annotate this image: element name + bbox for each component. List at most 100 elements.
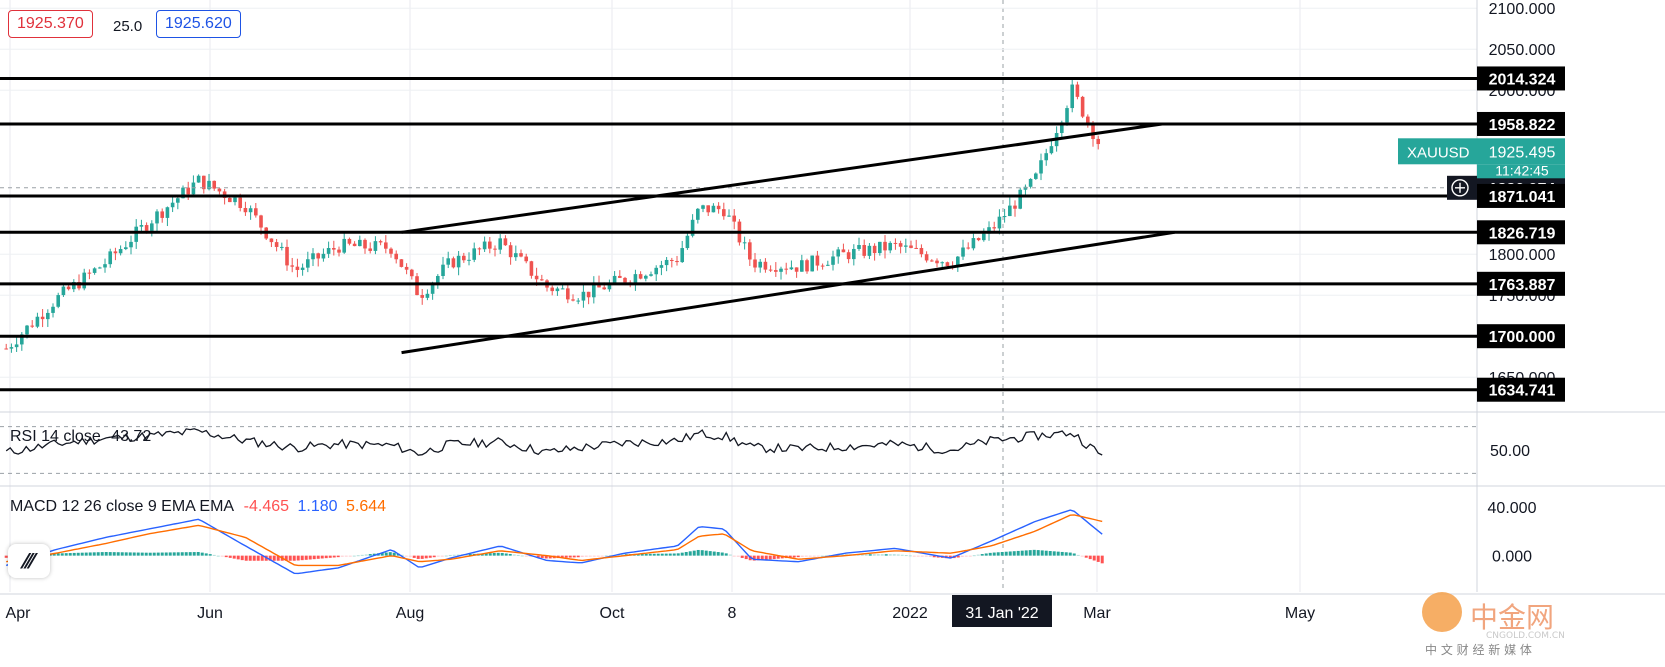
candle-body [680, 248, 685, 263]
macd-histogram-bar [652, 553, 656, 556]
candle-body [774, 270, 778, 272]
macd-histogram-bar [132, 552, 136, 556]
level-price-tag[interactable] [1477, 220, 1565, 245]
macd-histogram-bar [692, 550, 696, 556]
candle-body [430, 283, 435, 294]
bid-price: 1925.370 [17, 15, 84, 32]
channel-upper-line[interactable] [401, 122, 1163, 234]
rsi-scale-label: 50.00 [1490, 443, 1530, 460]
channel-lower-line[interactable] [401, 230, 1175, 355]
macd-histogram-bar [996, 552, 1000, 556]
macd-histogram-bar [328, 555, 332, 558]
macd-legend[interactable]: MACD 12 26 close 9 EMA EMA -4.465 1.180 … [10, 498, 386, 516]
candle-body [14, 344, 19, 348]
macd-histogram-bar [1080, 555, 1084, 557]
level-price-tag[interactable] [1477, 377, 1565, 402]
level-price-tag[interactable] [1477, 111, 1565, 136]
candle-body [638, 274, 643, 279]
macd-histogram-bar [812, 555, 816, 557]
candle-body [337, 249, 341, 253]
macd-histogram-bar [880, 554, 884, 556]
candle-body [269, 238, 274, 243]
macd-histogram-bar [380, 552, 384, 556]
candle-body [446, 258, 451, 265]
level-price-tag[interactable] [1477, 271, 1565, 296]
price-axis[interactable]: 1650.0001750.0001800.0002000.0002050.000… [1398, 1, 1565, 402]
candle-body [862, 245, 867, 256]
macd-histogram-bar [788, 555, 792, 558]
candle-body [254, 208, 258, 216]
macd-histogram-bar [816, 555, 820, 557]
macd-histogram-bar [884, 554, 888, 556]
candle-body [92, 268, 97, 273]
add-level-icon[interactable] [1451, 179, 1469, 197]
horizontal-levels[interactable] [0, 76, 1477, 392]
level-price-tag[interactable] [1477, 183, 1565, 208]
macd-histogram-bar [364, 554, 368, 556]
trend-channel[interactable] [401, 122, 1175, 355]
macd-histogram-bar [680, 552, 684, 556]
candle-body [789, 267, 794, 270]
macd-histogram-bar [356, 555, 360, 557]
candle-body [368, 248, 373, 251]
macd-histogram-bar [72, 552, 76, 556]
candle-body [540, 279, 544, 281]
candle-body [82, 272, 87, 289]
macd-signal-value: 5.644 [345, 498, 387, 515]
candle-body [571, 299, 575, 301]
macd-histogram-bar [484, 553, 488, 556]
time-crosshair-tag[interactable] [952, 595, 1052, 627]
macd-histogram-bar [452, 554, 456, 556]
ask-price-box[interactable]: 1925.620 [156, 10, 241, 38]
candle-body [592, 283, 596, 298]
macd-histogram-bar [68, 553, 72, 556]
level-price-tag[interactable] [1477, 324, 1565, 349]
candle-body [259, 215, 263, 228]
time-axis-label: Apr [6, 605, 32, 622]
symbol-price-tag[interactable] [1398, 138, 1565, 165]
countdown-tag [1477, 164, 1565, 179]
rsi-legend[interactable]: RSI 14 close 43.72 [10, 428, 151, 446]
macd-label: MACD 12 26 close 9 EMA EMA [10, 498, 234, 515]
candle-body [212, 180, 217, 189]
macd-histogram-bar [368, 554, 372, 556]
level-price-tag[interactable] [1477, 66, 1565, 91]
bid-price-box[interactable]: 1925.370 [8, 10, 93, 38]
candle-body [872, 245, 877, 254]
candle-body [618, 275, 622, 278]
macd-histogram-bar [168, 552, 172, 556]
macd-histogram-bar [1064, 552, 1068, 556]
time-axis-label: Oct [600, 605, 625, 622]
candle-body [1018, 189, 1023, 209]
macd-histogram-bar [468, 554, 472, 556]
macd-histogram-bar [352, 555, 356, 557]
macd-histogram-bar [348, 555, 352, 557]
macd-histogram-bar [640, 553, 644, 556]
candle-body [690, 219, 695, 236]
candle-body [1070, 84, 1075, 109]
candle-body [40, 316, 45, 320]
tradingview-logo-icon[interactable]: ⁄⁄⁄ [8, 544, 50, 578]
time-axis-label: 2022 [892, 605, 928, 622]
macd-histogram-bar [764, 555, 768, 560]
candle-body [488, 241, 492, 249]
symbol-last-price: 1925.495 [1489, 144, 1556, 161]
candle-body [342, 238, 347, 253]
candle-body [243, 207, 248, 213]
macd-histogram-bar [424, 555, 428, 559]
candle-body [202, 175, 206, 190]
macd-histogram-bar [216, 555, 220, 557]
candle-body [701, 205, 705, 209]
macd-histogram-bar [388, 552, 392, 556]
macd-histogram-bar [136, 552, 140, 556]
time-axis[interactable]: Apr Jun Aug Oct 8 2022 Mar May 31 Jan '22 [6, 595, 1316, 627]
macd-histogram-bar [1032, 549, 1036, 556]
candle-body [196, 175, 201, 183]
candle-body [1080, 96, 1085, 117]
candle-body [753, 259, 757, 268]
candle-body [529, 261, 534, 276]
candle-body [160, 211, 165, 218]
macd-histogram-bar [384, 552, 388, 556]
candle-body [451, 258, 456, 268]
